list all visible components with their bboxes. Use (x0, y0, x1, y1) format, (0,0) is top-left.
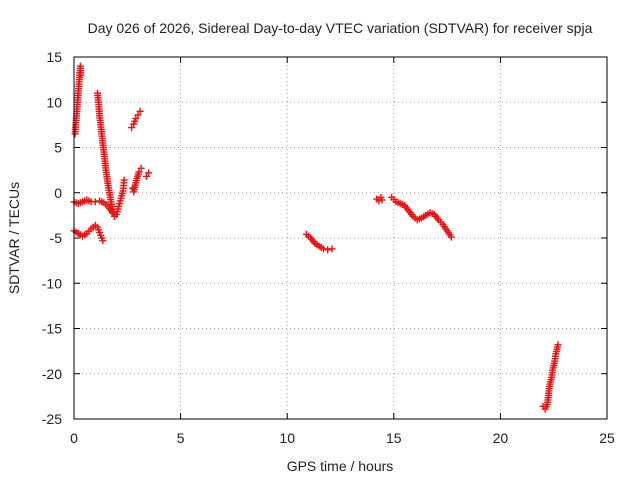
series-sat-9 (373, 193, 386, 205)
data-point (128, 124, 136, 132)
y-tick-label: 0 (54, 185, 62, 201)
x-tick-label: 15 (386, 430, 402, 446)
x-tick-labels: 0 5 10 15 20 25 (70, 430, 615, 446)
y-tick-labels: -25 -20 -15 -10 -5 0 5 10 15 (42, 49, 62, 427)
x-tick-label: 5 (177, 430, 185, 446)
series-sat-8 (302, 230, 336, 254)
series-sat-3 (93, 89, 119, 220)
series-sat-7 (142, 169, 153, 180)
plot-frame (73, 56, 608, 420)
data-point (145, 169, 153, 177)
grid-layer (74, 57, 607, 419)
data-points (70, 62, 562, 413)
x-tick-label: 0 (70, 430, 78, 446)
data-point (91, 198, 99, 206)
data-point (447, 233, 455, 241)
y-tick-label: -10 (42, 275, 62, 291)
y-tick-label: 10 (46, 94, 62, 110)
data-point (137, 164, 145, 172)
series-sat-11 (539, 341, 562, 413)
chart-title: Day 026 of 2026, Sidereal Day-to-day VTE… (88, 20, 593, 36)
series-sat-4 (70, 221, 107, 245)
series-sat-2 (71, 62, 85, 138)
data-point (111, 212, 119, 220)
y-tick-label: -25 (42, 411, 62, 427)
data-point (142, 172, 150, 180)
data-point (99, 237, 107, 245)
data-point (328, 245, 336, 253)
data-point (134, 111, 142, 119)
data-point (378, 196, 386, 204)
series-sat-6 (129, 164, 145, 196)
x-axis-label: GPS time / hours (287, 458, 394, 474)
data-point (120, 176, 128, 184)
data-point (77, 71, 85, 79)
y-tick-label: 15 (46, 49, 62, 65)
data-point (375, 197, 383, 205)
x-tick-label: 10 (279, 430, 295, 446)
data-point (324, 246, 332, 254)
y-axis-label: SDTVAR / TECUs (6, 182, 22, 294)
series-sat-5 (128, 107, 144, 132)
series-sat-1 (70, 176, 128, 220)
y-tick-label: 5 (54, 140, 62, 156)
data-point (135, 168, 143, 176)
y-tick-label: -5 (50, 230, 63, 246)
series-sat-10 (388, 193, 455, 241)
y-tick-label: -15 (42, 321, 62, 337)
data-point (319, 245, 327, 253)
y-tick-label: -20 (42, 366, 62, 382)
data-point (136, 107, 144, 115)
x-tick-label: 20 (493, 430, 509, 446)
data-point (554, 341, 562, 349)
tick-layer (73, 56, 608, 420)
x-tick-label: 25 (599, 430, 615, 446)
data-point (132, 115, 140, 123)
